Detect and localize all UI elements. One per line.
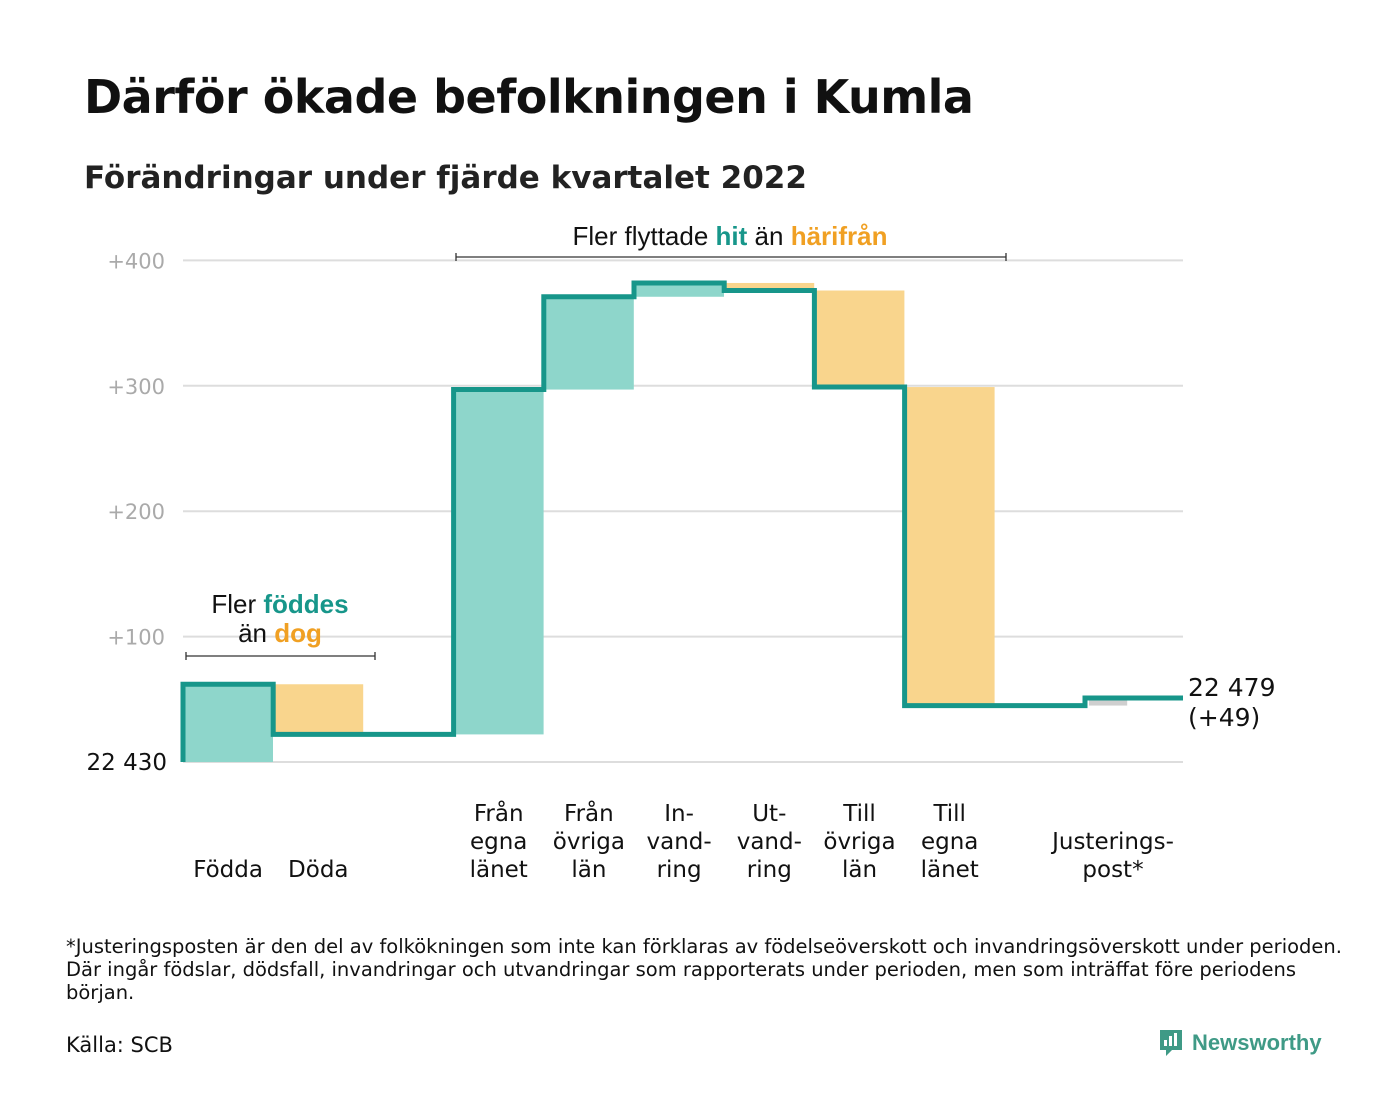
bar <box>183 684 273 762</box>
annotation-births-line1: Fler föddes <box>211 589 348 619</box>
category-label: Till <box>842 801 876 827</box>
category-label: Från <box>474 799 524 827</box>
y-tick-label: +400 <box>107 249 165 273</box>
annotation-bracket-migration <box>455 253 1007 261</box>
category-label: Döda <box>288 857 348 883</box>
bar <box>273 684 364 735</box>
category-label: vand- <box>737 829 802 855</box>
chart-subtitle: Förändringar under fjärde kvartalet 2022 <box>84 160 807 196</box>
category-label: egna <box>470 829 527 855</box>
category-label: övriga <box>553 829 625 855</box>
brand-name: Newsworthy <box>1192 1030 1322 1055</box>
y-tick-label: +200 <box>107 500 165 524</box>
cumulative-step-line <box>180 280 1183 762</box>
category-label: länet <box>470 857 528 883</box>
category-label: egna <box>921 829 978 855</box>
newsworthy-logo-icon <box>1160 1030 1182 1056</box>
bar <box>814 290 905 388</box>
category-label: post* <box>1082 857 1143 883</box>
category-label: vand- <box>647 829 712 855</box>
bar-adjustment <box>1089 698 1128 706</box>
start-value-label: 22 430 <box>87 750 167 776</box>
category-label: län <box>571 857 606 883</box>
bar <box>453 389 544 735</box>
category-label: Födda <box>193 857 263 883</box>
bar <box>724 282 815 291</box>
chart-title: Därför ökade befolkningen i Kumla <box>84 70 974 124</box>
category-label: Ut- <box>752 801 786 827</box>
end-value-label: 22 479 <box>1188 673 1275 702</box>
annotation-migration: Fler flyttade hit än härifrån <box>572 221 887 251</box>
bar <box>634 282 724 297</box>
y-tick-label: +300 <box>107 375 165 399</box>
category-label: län <box>842 857 877 883</box>
brand-logo: Newsworthy <box>1158 1028 1322 1058</box>
category-label: länet <box>921 857 979 883</box>
bar <box>543 296 634 390</box>
category-label: Till <box>932 801 966 827</box>
category-label: In- <box>664 801 694 827</box>
y-tick-label: +100 <box>107 626 165 650</box>
category-label: Justerings- <box>1050 829 1174 855</box>
annotation-births-line2: än dog <box>238 618 322 648</box>
footnote: *Justeringsposten är den del av folkökni… <box>66 935 1342 1004</box>
bar <box>904 387 995 706</box>
category-label: Från <box>564 799 614 827</box>
category-label: övriga <box>823 829 895 855</box>
end-change-label: (+49) <box>1188 703 1260 732</box>
category-label: ring <box>747 857 792 883</box>
category-label: ring <box>657 857 702 883</box>
waterfall-chart: +400 +300 +200 +100 22 430 22 479(+49) Födda Dö… <box>87 221 1276 883</box>
source-note: Källa: SCB <box>66 1033 173 1057</box>
annotation-bracket-births <box>185 652 376 660</box>
